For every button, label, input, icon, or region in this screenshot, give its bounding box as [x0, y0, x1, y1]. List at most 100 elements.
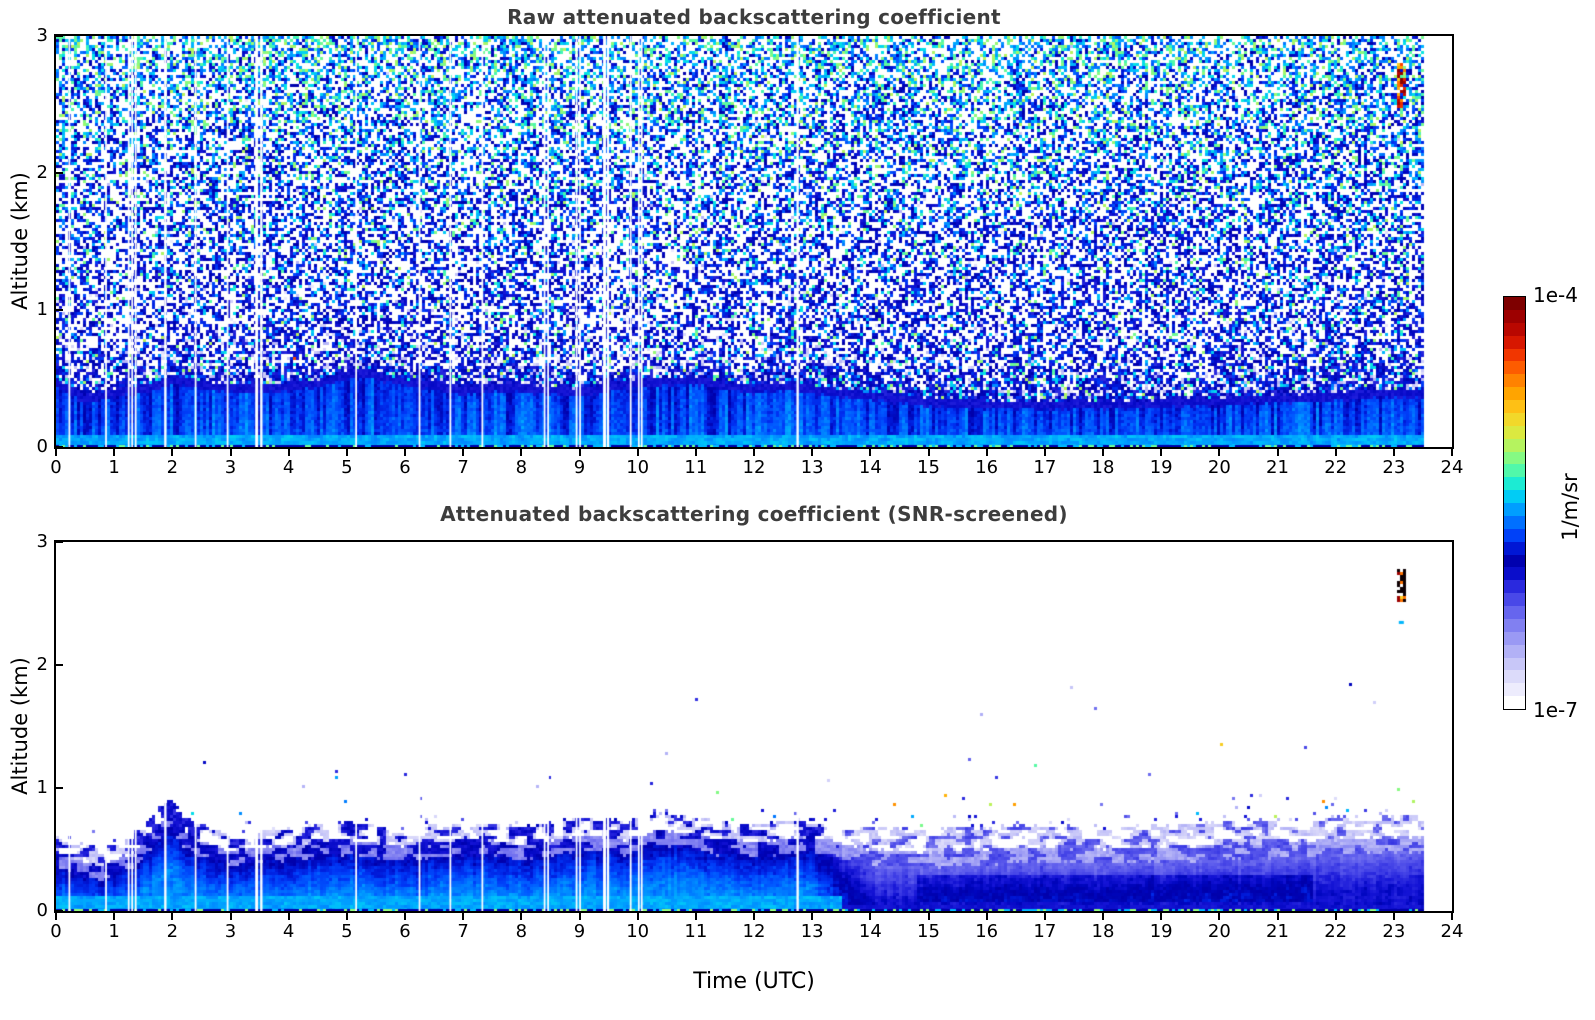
colorbar-step — [1504, 696, 1525, 709]
x-tick-mark — [1451, 449, 1453, 456]
colorbar-step — [1504, 348, 1525, 362]
x-tick-label: 14 — [858, 457, 882, 478]
x-tick-label: 23 — [1382, 921, 1406, 942]
x-tick-mark — [753, 913, 755, 920]
x-tick-label: 0 — [50, 457, 62, 478]
x-tick-label: 5 — [341, 921, 353, 942]
x-tick-label: 7 — [457, 457, 469, 478]
colorbar-step — [1504, 400, 1525, 413]
y-tick-mark — [56, 910, 63, 912]
x-tick-mark — [1218, 449, 1221, 456]
x-tick-label: 2 — [166, 457, 179, 478]
colorbar-step — [1504, 606, 1525, 619]
x-tick-mark — [869, 913, 872, 920]
x-tick-label: 24 — [1440, 921, 1464, 942]
colorbar-step — [1504, 593, 1525, 606]
x-tick-mark — [1392, 913, 1395, 920]
colorbar-step — [1504, 361, 1525, 375]
raw-panel-frame — [54, 34, 1454, 449]
x-tick-label: 20 — [1207, 921, 1231, 942]
colorbar-step — [1504, 631, 1525, 645]
colorbar-step — [1504, 644, 1525, 658]
x-tick-mark — [1334, 913, 1337, 920]
colorbar-step — [1504, 451, 1525, 465]
x-tick-label: 12 — [742, 921, 766, 942]
x-tick-mark — [404, 449, 406, 456]
x-tick-label: 24 — [1440, 457, 1464, 478]
x-tick-mark — [636, 913, 639, 920]
x-tick-label: 15 — [917, 457, 940, 478]
colorbar-step — [1504, 554, 1525, 568]
x-tick-mark — [462, 913, 465, 920]
x-tick-mark — [811, 449, 814, 456]
x-tick-label: 22 — [1324, 457, 1348, 478]
x-tick-label: 1 — [108, 457, 120, 478]
x-tick-mark — [578, 449, 581, 456]
y-tick-mark — [56, 664, 63, 666]
colorbar-step — [1504, 374, 1525, 388]
x-tick-label: 19 — [1149, 921, 1173, 942]
y-tick-label: 3 — [36, 25, 48, 46]
y-tick-label: 2 — [36, 162, 48, 183]
x-tick-mark — [1043, 913, 1046, 920]
x-tick-mark — [811, 913, 814, 920]
x-tick-mark — [1218, 913, 1221, 920]
x-tick-label: 23 — [1382, 457, 1406, 478]
y-tick-label: 2 — [36, 654, 48, 675]
raw-backscatter-heatmap — [56, 36, 1452, 447]
y-tick-label: 1 — [36, 299, 48, 320]
x-tick-label: 10 — [626, 921, 650, 942]
colorbar-step — [1504, 515, 1525, 529]
x-tick-label: 12 — [742, 457, 766, 478]
y-tick-mark — [56, 787, 63, 789]
colorbar-step — [1504, 618, 1525, 632]
x-tick-label: 5 — [341, 457, 353, 478]
colorbar-step — [1504, 297, 1525, 310]
colorbar-step — [1504, 567, 1525, 581]
colorbar-step — [1504, 309, 1525, 323]
x-tick-mark — [753, 449, 755, 456]
x-tick-mark — [578, 913, 581, 920]
raw-panel-title: Raw attenuated backscattering coefficien… — [507, 5, 1001, 29]
x-tick-label: 16 — [975, 921, 999, 942]
x-tick-label: 4 — [282, 921, 295, 942]
x-tick-label: 17 — [1033, 921, 1057, 942]
x-tick-mark — [694, 449, 697, 456]
x-tick-mark — [927, 913, 930, 920]
x-tick-mark — [55, 913, 57, 920]
x-tick-label: 7 — [457, 921, 469, 942]
x-tick-label: 2 — [166, 921, 179, 942]
x-tick-label: 13 — [800, 921, 824, 942]
x-tick-label: 17 — [1033, 457, 1057, 478]
x-tick-label: 14 — [858, 921, 882, 942]
colorbar-step — [1504, 657, 1525, 671]
x-tick-mark — [229, 449, 232, 456]
y-tick-mark — [56, 446, 63, 448]
y-tick-label: 3 — [36, 531, 48, 552]
colorbar-min-label: 1e-7 — [1533, 698, 1578, 722]
x-tick-mark — [520, 449, 523, 456]
x-tick-mark — [1276, 449, 1279, 456]
screened-panel-title: Attenuated backscattering coefficient (S… — [440, 502, 1068, 526]
x-tick-mark — [1451, 913, 1453, 920]
colorbar-unit-label: 1/m/sr — [1558, 473, 1582, 541]
screened-panel-y-axis-label: Altitude (km) — [8, 657, 32, 795]
x-tick-mark — [55, 449, 57, 456]
colorbar-step — [1504, 541, 1525, 555]
colorbar-step — [1504, 387, 1525, 400]
x-tick-mark — [287, 913, 290, 920]
x-tick-label: 21 — [1266, 457, 1289, 478]
y-tick-mark — [56, 541, 63, 543]
x-tick-label: 8 — [515, 457, 528, 478]
x-tick-mark — [1102, 449, 1104, 456]
raw-panel-y-axis-label: Altitude (km) — [8, 172, 32, 310]
x-tick-label: 13 — [800, 457, 824, 478]
colorbar-step — [1504, 580, 1525, 594]
colorbar-step — [1504, 425, 1525, 439]
x-tick-mark — [985, 449, 988, 456]
x-tick-mark — [927, 449, 930, 456]
x-tick-mark — [1102, 913, 1104, 920]
x-tick-mark — [694, 913, 697, 920]
colorbar-step — [1504, 490, 1525, 503]
